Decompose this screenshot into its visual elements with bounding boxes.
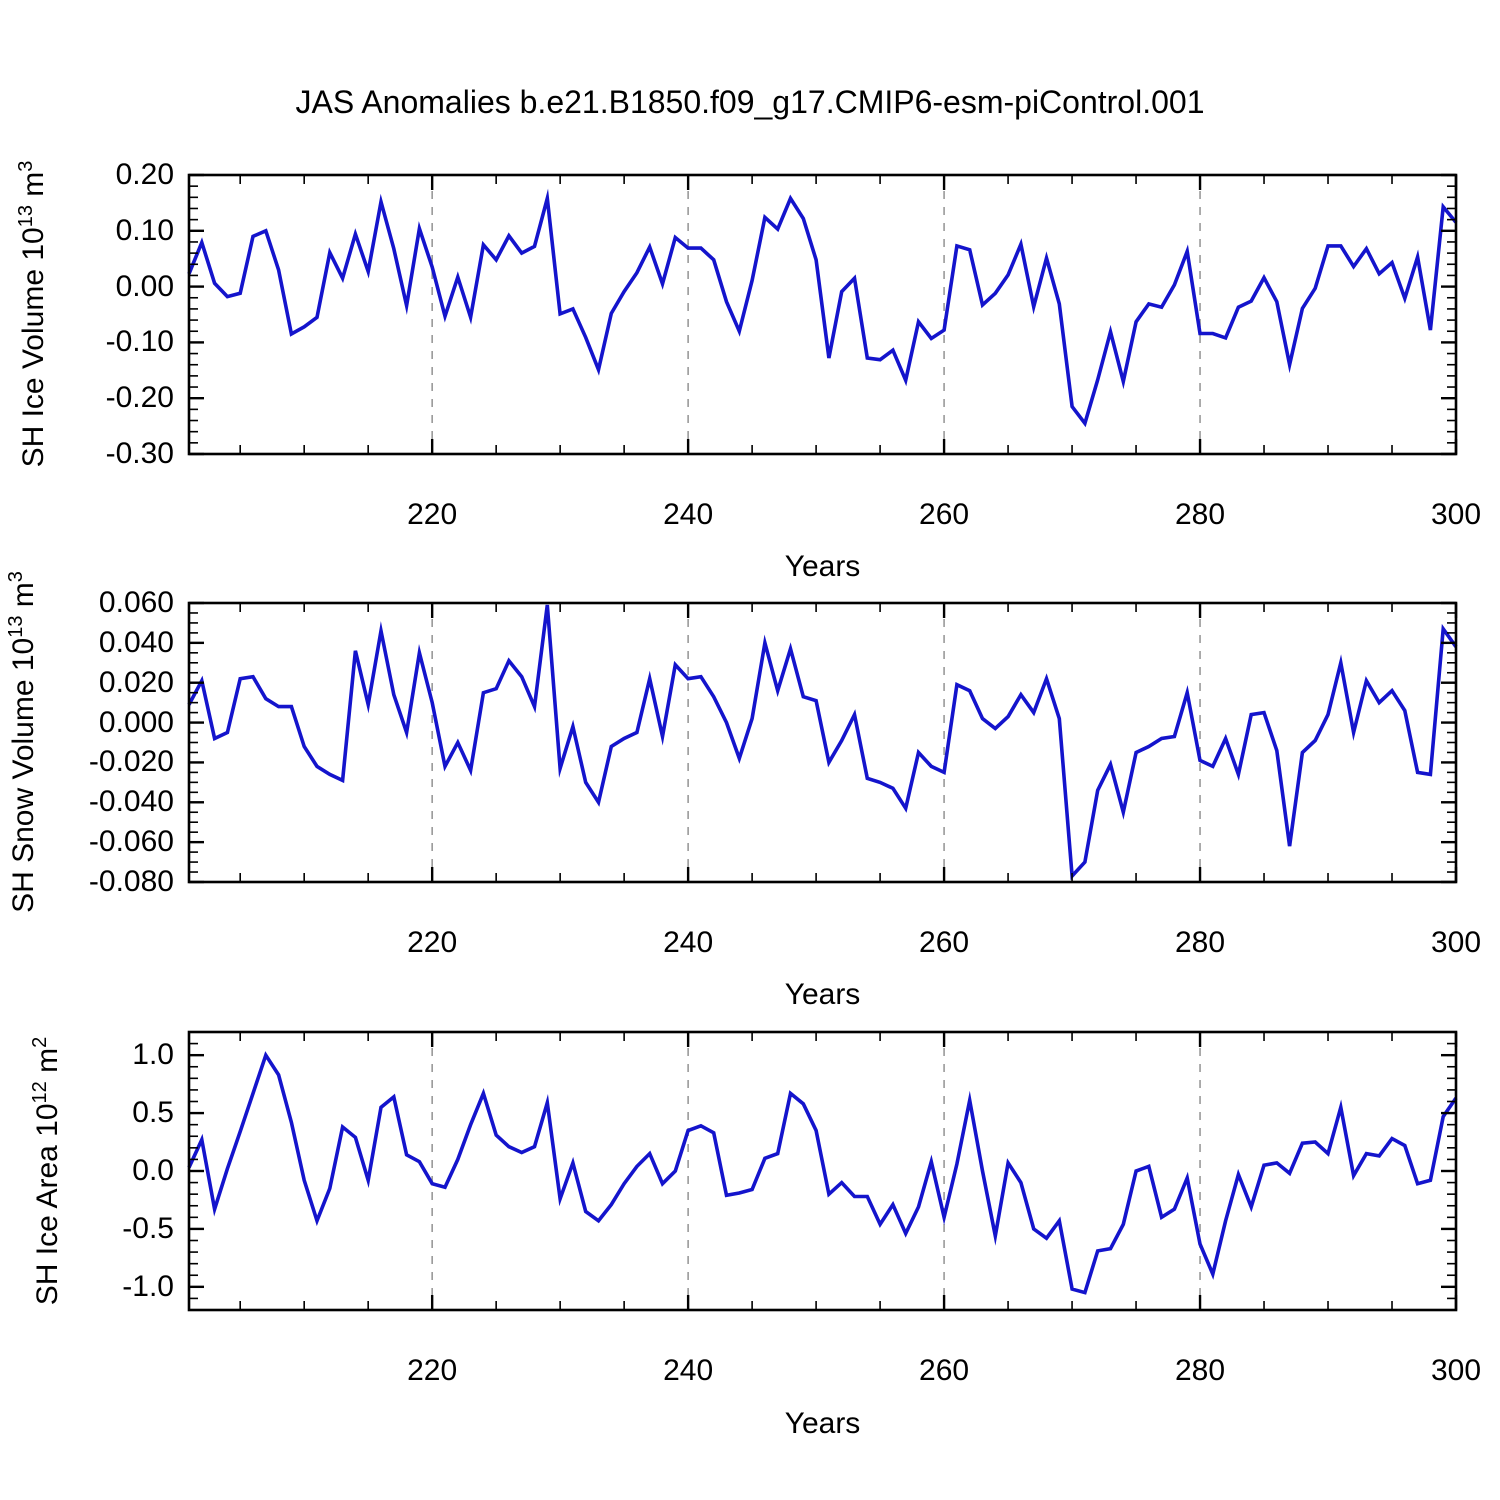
- x-tick-label: 240: [663, 926, 714, 959]
- y-tick-label: 0.060: [98, 586, 174, 619]
- y-tick-label: 0.10: [115, 213, 174, 247]
- x-tick-label: 240: [663, 498, 714, 531]
- x-axis-title-panel2: Years: [784, 978, 861, 1011]
- y-axis-title-ice-volume: SH Ice Volume 1013 m3: [15, 161, 51, 468]
- x-tick-label: 280: [1175, 926, 1226, 959]
- y-axis-title-unit-exponent: 3: [5, 571, 27, 583]
- x-tick-label: 220: [407, 1354, 458, 1387]
- plot-frame: [187, 1030, 1458, 1312]
- chart-title: JAS Anomalies b.e21.B1850.f09_g17.CMIP6-…: [295, 84, 1205, 120]
- y-tick-label: -0.080: [88, 865, 174, 898]
- y-axis-title-snow-volume: SH Snow Volume 1013 m3: [5, 571, 41, 913]
- y-tick-label: -0.020: [88, 745, 174, 779]
- data-line: [187, 1051, 1458, 1295]
- y-tick-label: 0.20: [115, 158, 174, 191]
- plot-frame: [187, 173, 1458, 456]
- y-tick-label: -0.060: [88, 825, 174, 859]
- y-tick-label: 0.000: [98, 705, 174, 739]
- x-tick-label: 300: [1430, 926, 1482, 959]
- data-line: [187, 604, 1458, 881]
- x-tick-label: 260: [919, 498, 970, 531]
- y-tick-label: 0.00: [115, 269, 174, 303]
- line-chart-panel-2: [187, 601, 1458, 884]
- y-tick-label: 0.040: [98, 625, 174, 659]
- x-tick-label: 220: [407, 926, 458, 959]
- y-tick-label: 0.5: [132, 1096, 174, 1130]
- x-axis-title-panel3: Years: [784, 1407, 861, 1440]
- data-line: [187, 188, 1458, 428]
- plot-frame: [187, 601, 1458, 884]
- line-chart-panel-1: [187, 173, 1458, 456]
- y-tick-label: -0.30: [105, 437, 174, 470]
- y-axis-title-exponent: 13: [5, 615, 27, 638]
- x-tick-label: 280: [1175, 1354, 1226, 1387]
- y-tick-label: -0.5: [122, 1211, 174, 1245]
- x-tick-label: 280: [1175, 498, 1226, 531]
- x-tick-label: 260: [919, 1354, 970, 1387]
- x-tick-label: 220: [407, 498, 458, 531]
- y-tick-label: 0.0: [132, 1154, 174, 1187]
- y-tick-label: -0.20: [105, 381, 174, 415]
- y-tick-label: -0.10: [105, 325, 174, 359]
- x-tick-label: 300: [1430, 498, 1482, 531]
- x-tick-label: 260: [919, 926, 970, 959]
- x-tick-label: 240: [663, 1354, 714, 1387]
- x-tick-label: 300: [1430, 1354, 1482, 1387]
- y-tick-label: 0.020: [98, 665, 174, 699]
- y-tick-label: -1.0: [122, 1269, 174, 1303]
- x-axis-title-panel1: Years: [784, 550, 861, 583]
- y-tick-label: -0.040: [88, 785, 174, 819]
- line-chart-panel-3: [187, 1030, 1458, 1312]
- y-tick-label: 1.0: [132, 1038, 174, 1072]
